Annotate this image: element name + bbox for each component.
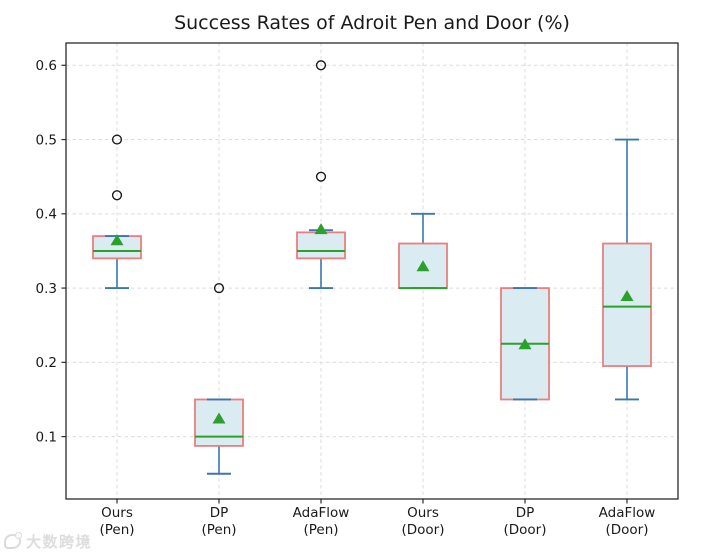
y-tick-label: 0.6	[36, 58, 57, 74]
y-tick-label: 0.5	[36, 132, 57, 148]
x-tick-label-line2: (Door)	[504, 522, 547, 538]
mean-marker	[314, 223, 328, 235]
outlier-point	[213, 282, 225, 294]
outlier-point	[111, 190, 123, 201]
box-iqr	[602, 242, 652, 367]
box-iqr	[296, 231, 346, 260]
y-tick-label: 0.1	[36, 429, 57, 445]
x-tick-label-line2: (Pen)	[99, 522, 134, 538]
mean-marker	[416, 260, 430, 272]
x-tick-label-line2: (Pen)	[303, 522, 338, 538]
mean-marker	[110, 234, 124, 246]
x-tick-label-line2: (Door)	[402, 522, 445, 538]
y-tick-label: 0.4	[36, 207, 57, 223]
mean-marker	[620, 290, 634, 302]
chart-title: Success Rates of Adroit Pen and Door (%)	[174, 12, 570, 34]
x-tick-label-line1: DP	[516, 505, 535, 521]
x-tick-label-line1: AdaFlow	[599, 505, 656, 521]
y-tick-label: 0.2	[36, 355, 57, 371]
y-tick-label: 0.3	[36, 281, 57, 297]
x-tick-label-line1: Ours	[101, 505, 133, 521]
x-tick-label-line1: DP	[210, 505, 229, 521]
outlier-point	[315, 60, 327, 71]
outlier-point	[111, 134, 123, 145]
x-tick-label-line2: (Pen)	[201, 522, 236, 538]
mean-marker	[212, 412, 226, 424]
mean-marker	[518, 338, 532, 350]
outlier-point	[315, 171, 327, 182]
x-tick-label-line1: AdaFlow	[293, 505, 350, 521]
plot-border	[65, 42, 679, 500]
x-tick-label-line1: Ours	[407, 505, 439, 521]
x-tick-label-line2: (Door)	[606, 522, 649, 538]
